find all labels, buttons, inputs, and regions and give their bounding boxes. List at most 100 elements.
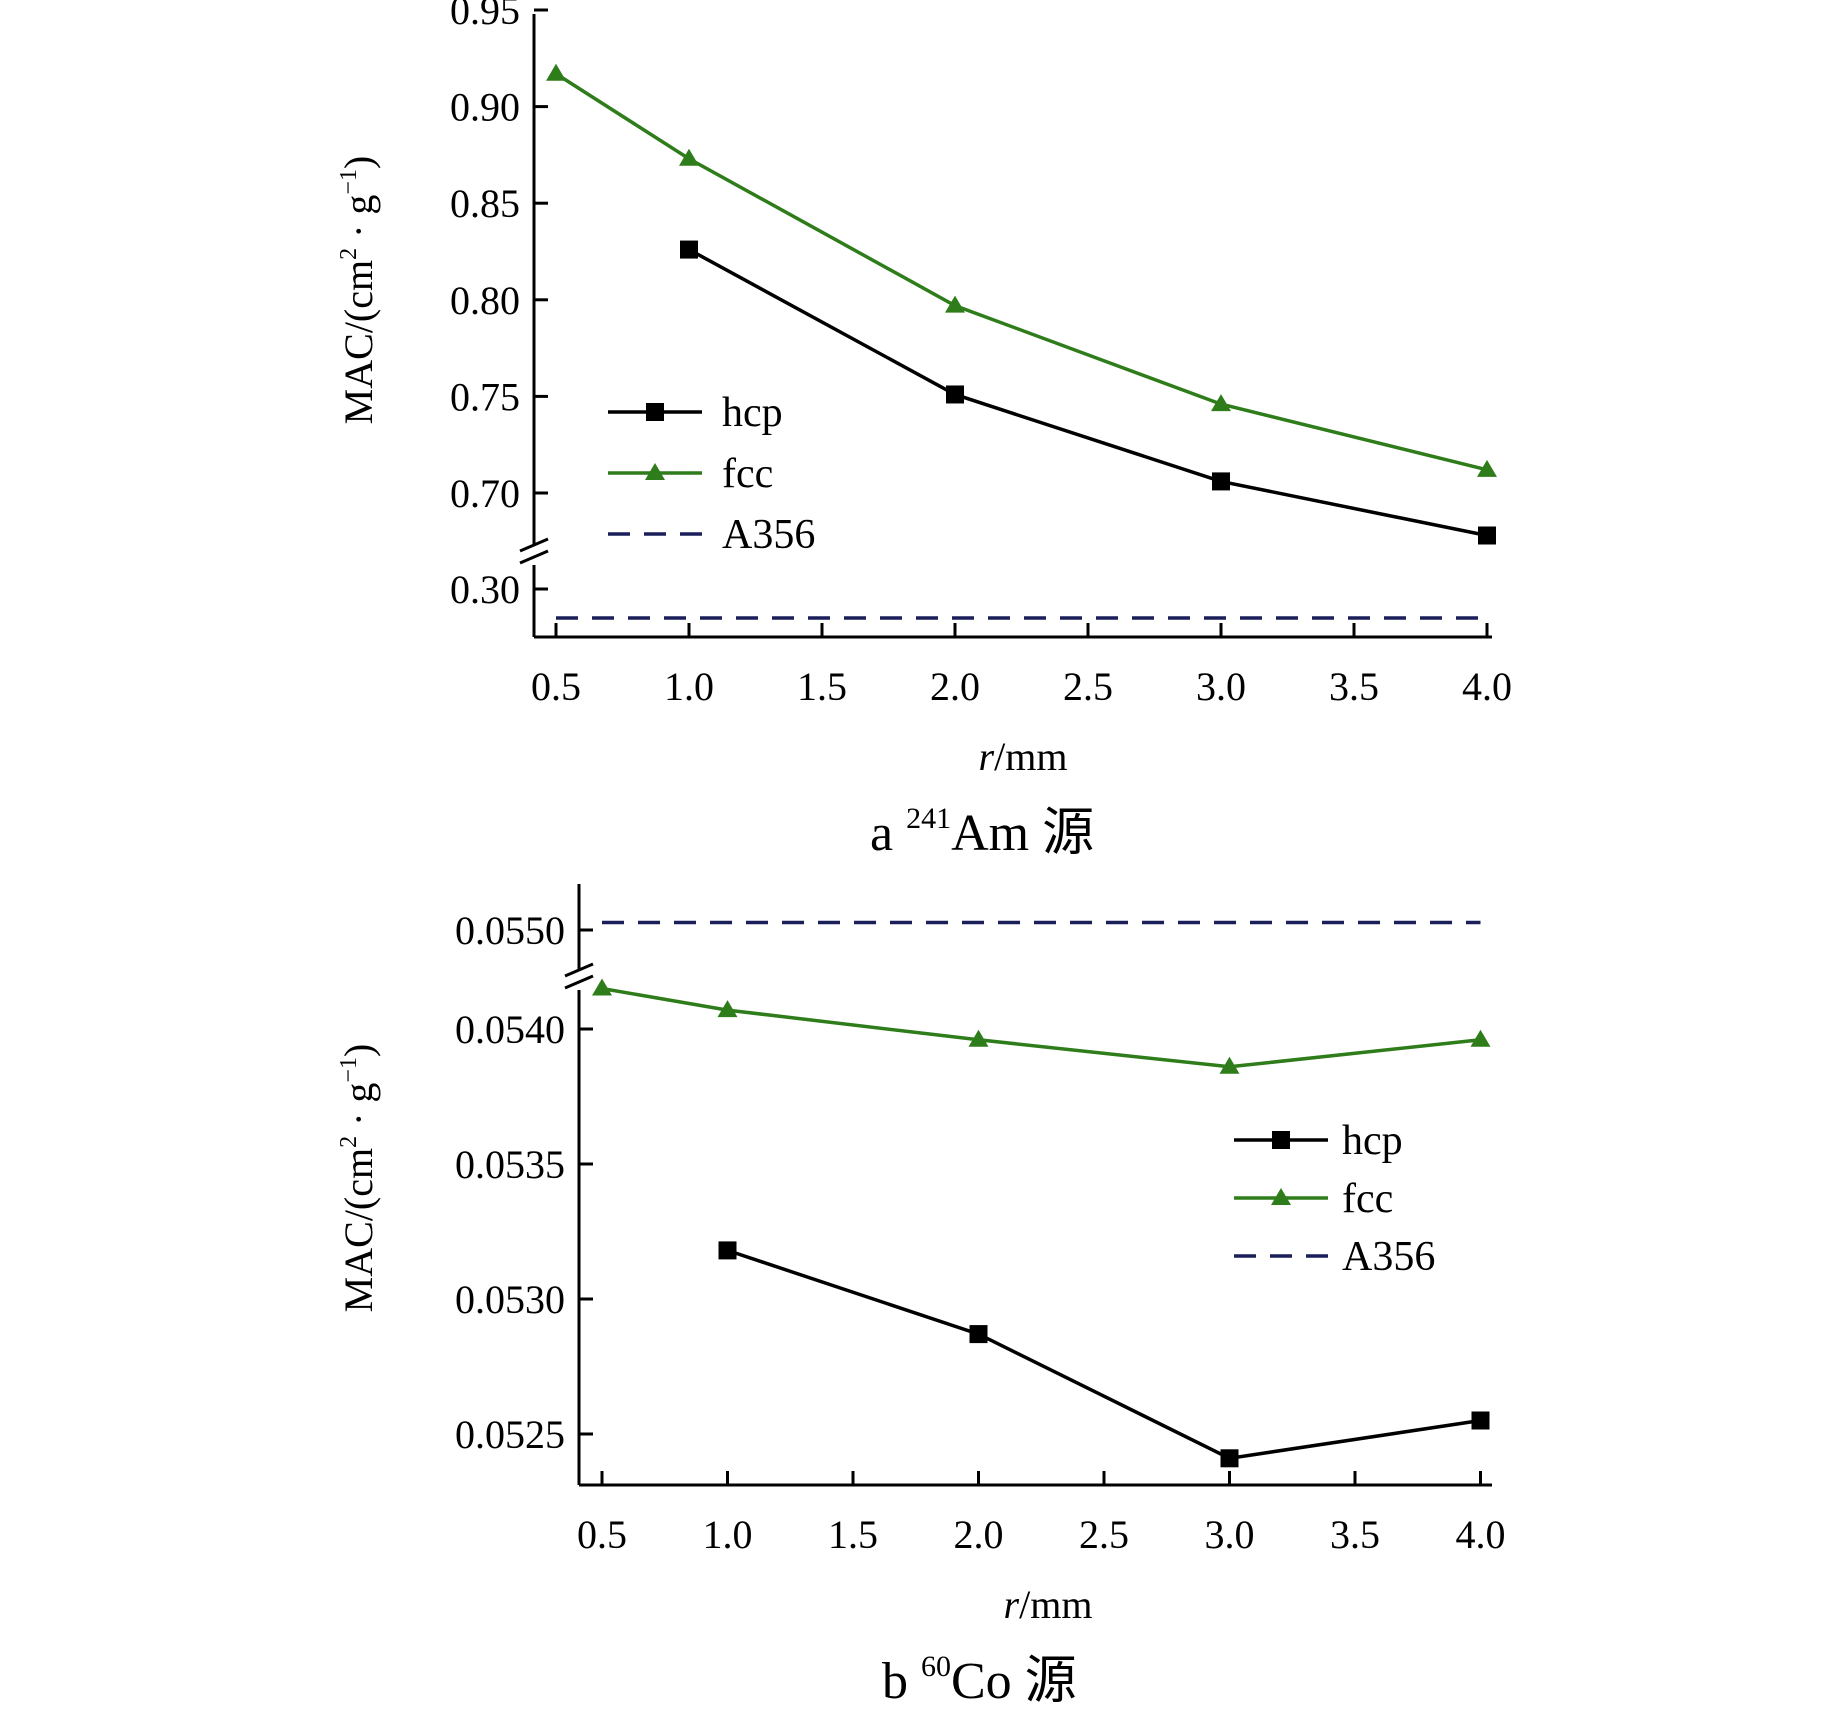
series-line-fcc <box>601 986 1481 1069</box>
legend: hcp fcc A356 <box>608 390 815 558</box>
y-axis-title-sup: 2 <box>336 1136 362 1148</box>
data-point-hcp <box>1220 1449 1239 1468</box>
y-axis-title-sup: 2 <box>336 248 362 260</box>
x-tick-label: 2.0 <box>930 664 980 709</box>
y-axis-title-part: · g <box>336 1083 381 1136</box>
y-tick-label: 0.80 <box>450 278 520 323</box>
data-point-hcp <box>969 1325 988 1344</box>
x-tick-label: 3.0 <box>1205 1512 1255 1557</box>
series-hcp <box>680 240 1496 545</box>
data-point-hcp <box>946 385 964 404</box>
panel-caption: b 60Co 源 <box>882 1650 1077 1710</box>
x-tick-label: 2.5 <box>1079 1512 1129 1557</box>
chart-panel-b: 0.5 1.0 1.5 2.0 2.5 3.0 3.5 4.0 0.0550 0.0525 0.05… <box>336 884 1506 1710</box>
legend-marker-hcp <box>1272 1131 1290 1149</box>
x-tick-label: 4.0 <box>1456 1512 1506 1557</box>
caption-text: Co 源 <box>951 1653 1077 1710</box>
data-point-fcc <box>546 63 566 81</box>
data-point-fcc <box>1211 394 1231 412</box>
caption-superscript: 241 <box>906 802 951 835</box>
y-axis-title: MAC/(cm2 · g−1) <box>336 1044 381 1313</box>
caption-text: Am 源 <box>951 805 1094 862</box>
x-tick-label: 1.5 <box>828 1512 878 1557</box>
x-axis-title-var: r <box>979 734 995 779</box>
y-tick-label: 0.0540 <box>455 1007 565 1052</box>
y-tick-label: 0.95 <box>450 0 520 33</box>
axis-break-mark <box>519 537 549 553</box>
y-tick-label: 0.85 <box>450 181 520 226</box>
axes: 0.5 1.0 1.5 2.0 2.5 3.0 3.5 4.0 0.70 0.75 0.80 0.85… <box>450 0 1512 709</box>
y-axis-title-part: · g <box>336 195 381 248</box>
legend-marker-fcc <box>645 463 665 480</box>
y-tick-label: 0.90 <box>450 85 520 130</box>
data-point-hcp <box>1471 1411 1490 1430</box>
data-point-fcc <box>968 1029 989 1047</box>
axis-break-mark <box>564 962 594 978</box>
legend-label-hcp: hcp <box>1342 1118 1403 1164</box>
y-axis-title-part: MAC/(cm <box>336 260 381 424</box>
axis-break-mark <box>519 549 549 565</box>
x-tick-label: 1.5 <box>797 664 847 709</box>
legend-label-A356: A356 <box>1342 1234 1435 1280</box>
y-tick-label: 0.0535 <box>455 1142 565 1187</box>
data-point-fcc <box>1477 459 1497 477</box>
legend-label-fcc: fcc <box>1342 1176 1393 1222</box>
series-fcc <box>546 63 1497 477</box>
data-point-fcc <box>592 978 612 996</box>
x-tick-label: 3.5 <box>1330 1512 1380 1557</box>
legend-marker-fcc <box>1271 1188 1291 1205</box>
data-point-fcc <box>679 148 699 166</box>
x-tick-label: 3.5 <box>1329 664 1379 709</box>
y-tick-label: 0.75 <box>450 374 520 419</box>
y-axis-title: MAC/(cm2 · g−1) <box>336 156 381 425</box>
data-point-fcc <box>1470 1029 1491 1047</box>
data-point-fcc <box>717 1000 738 1018</box>
caption-letter: a <box>870 805 906 862</box>
caption-superscript: 60 <box>921 1650 951 1683</box>
data-point-fcc <box>1219 1056 1240 1074</box>
legend-label-hcp: hcp <box>722 390 783 436</box>
series-hcp <box>718 1241 1490 1468</box>
series-line-hcp <box>726 1248 1481 1461</box>
x-tick-label: 2.5 <box>1063 664 1113 709</box>
axis-break-mark <box>564 974 594 990</box>
x-tick-label: 4.0 <box>1462 664 1512 709</box>
y-tick-label: 0.0525 <box>455 1412 565 1457</box>
legend: hcp fcc A356 <box>1234 1118 1435 1280</box>
x-axis-title-unit: /mm <box>994 734 1067 779</box>
x-axis-title: r/mm <box>1004 1582 1093 1627</box>
caption-letter: b <box>882 1653 921 1710</box>
x-tick-label: 1.0 <box>703 1512 753 1557</box>
axes: 0.5 1.0 1.5 2.0 2.5 3.0 3.5 4.0 0.0550 0.0525 0.05… <box>455 884 1506 1557</box>
legend-label-fcc: fcc <box>722 451 773 497</box>
data-point-hcp <box>680 240 698 259</box>
data-point-hcp <box>1478 526 1496 545</box>
legend-label-A356: A356 <box>722 512 815 558</box>
y-tick-label: 0.0550 <box>455 908 565 953</box>
y-tick-label: 0.30 <box>450 567 520 612</box>
x-axis-title-unit: /mm <box>1019 1582 1092 1627</box>
data-point-hcp <box>718 1241 737 1260</box>
series-line-hcp <box>688 248 1488 538</box>
y-tick-label: 0.0530 <box>455 1277 565 1322</box>
y-axis-title-sup: −1 <box>336 1057 362 1083</box>
panel-caption: a 241Am 源 <box>870 802 1094 862</box>
x-axis-title: r/mm <box>979 734 1068 779</box>
x-tick-label: 1.0 <box>664 664 714 709</box>
x-tick-label: 0.5 <box>577 1512 627 1557</box>
y-axis-title-sup: −1 <box>336 169 362 195</box>
y-axis-title-part: ) <box>336 156 381 169</box>
x-tick-label: 3.0 <box>1196 664 1246 709</box>
data-point-fcc <box>945 295 965 313</box>
series-fcc <box>592 978 1491 1074</box>
y-axis-title-part: MAC/(cm <box>336 1148 381 1312</box>
y-axis-title-part: ) <box>336 1044 381 1057</box>
y-tick-label: 0.70 <box>450 471 520 516</box>
x-axis-title-var: r <box>1004 1582 1020 1627</box>
x-tick-label: 0.5 <box>531 664 581 709</box>
legend-marker-hcp <box>646 403 664 421</box>
chart-panel-a: 0.5 1.0 1.5 2.0 2.5 3.0 3.5 4.0 0.70 0.75 0.80 0.85… <box>336 0 1512 862</box>
data-point-hcp <box>1212 472 1230 491</box>
x-tick-label: 2.0 <box>954 1512 1004 1557</box>
